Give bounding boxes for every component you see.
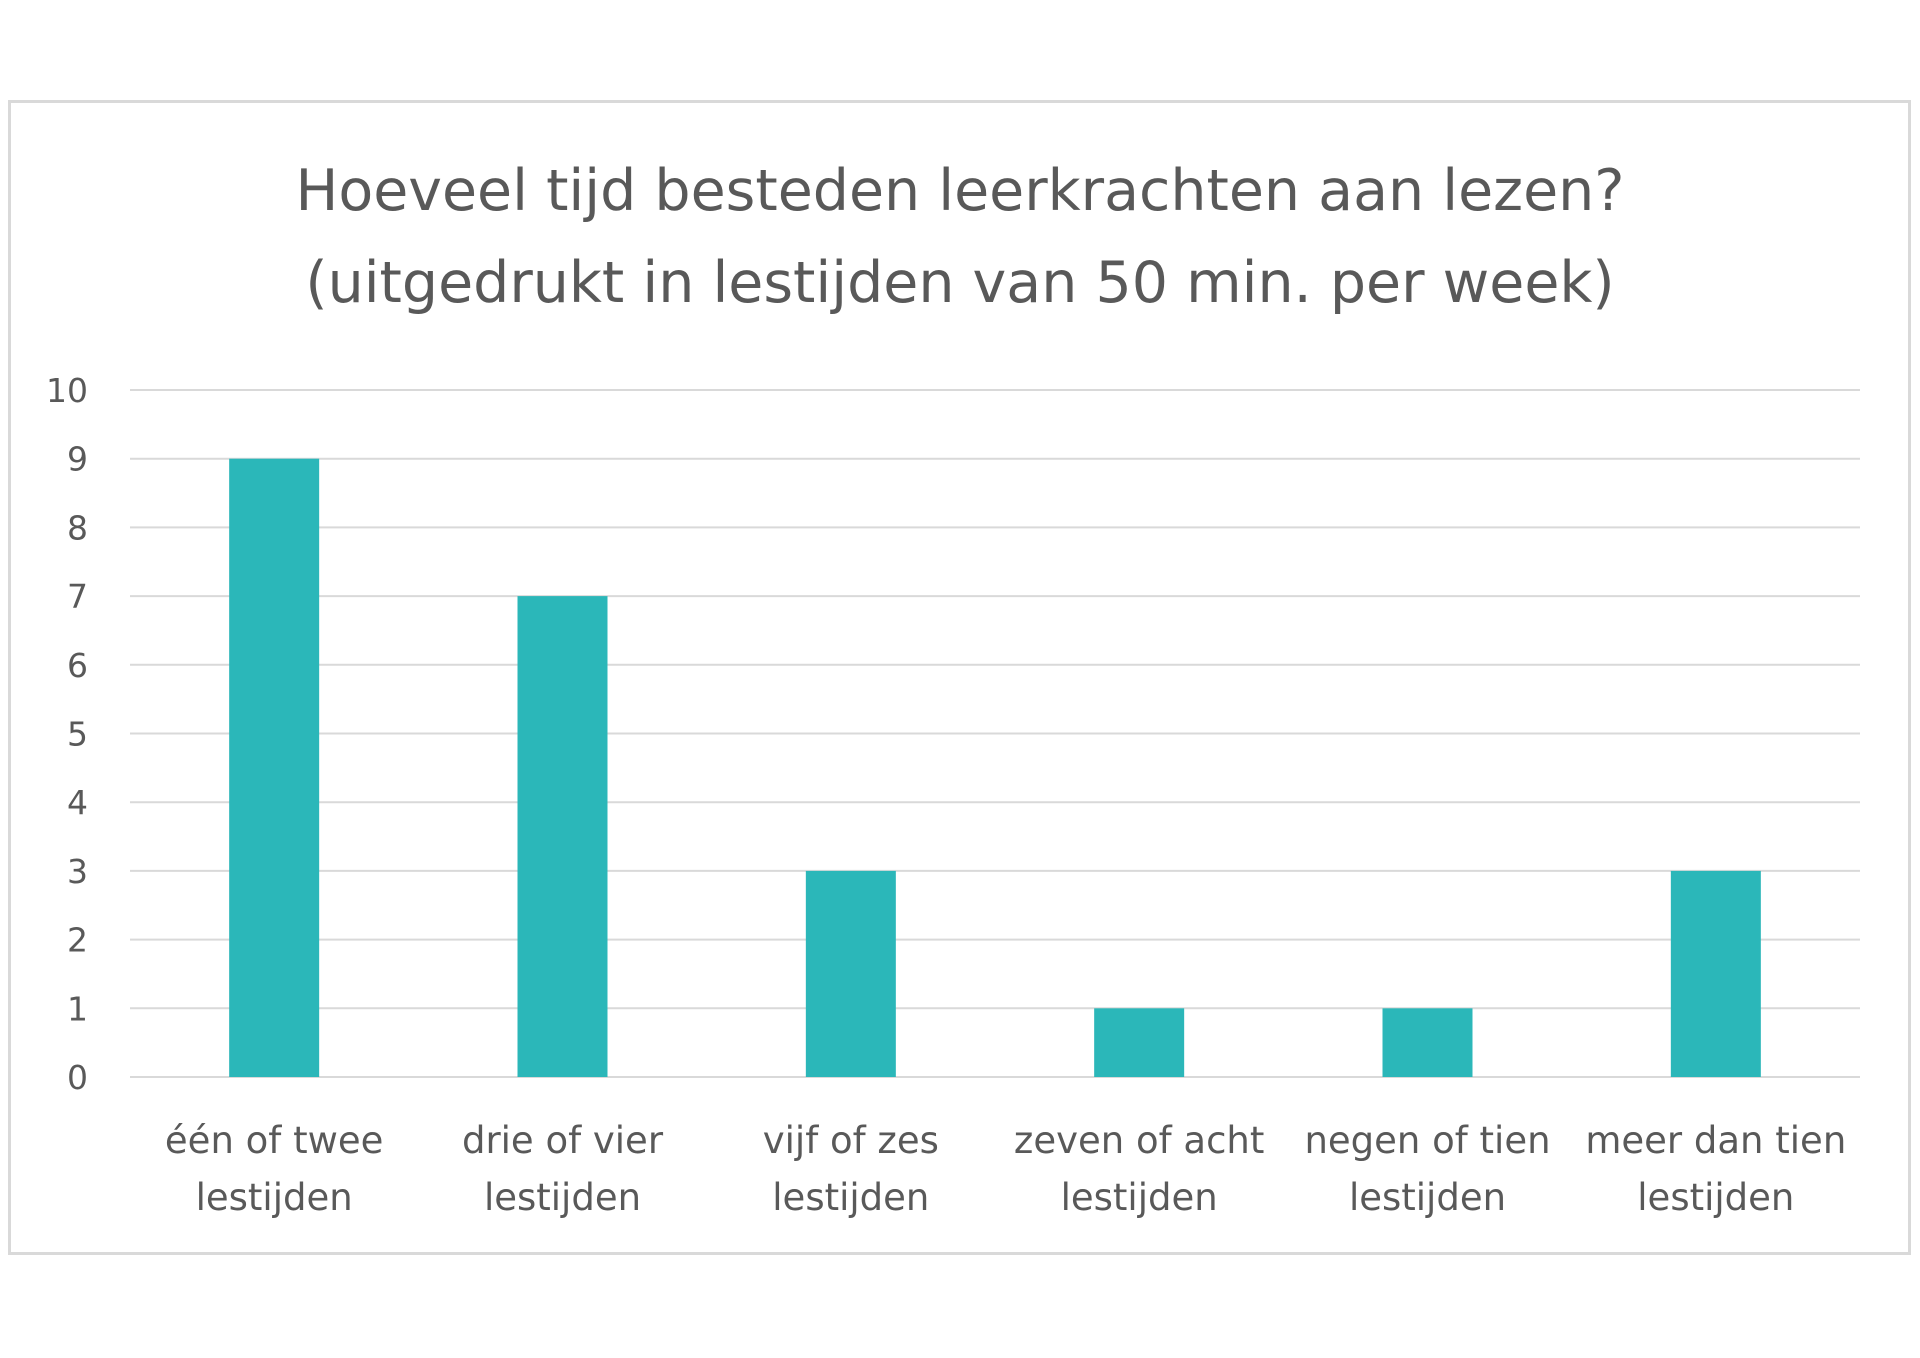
y-tick-label: 3 bbox=[67, 852, 88, 891]
bar bbox=[1382, 1008, 1473, 1077]
bars bbox=[229, 458, 1761, 1077]
y-tick-label: 0 bbox=[67, 1058, 88, 1097]
y-tick-label: 4 bbox=[67, 783, 88, 822]
y-tick-label: 7 bbox=[67, 577, 88, 616]
bar bbox=[229, 458, 320, 1077]
bar bbox=[1670, 870, 1761, 1077]
bar bbox=[805, 870, 896, 1077]
x-category-label: lestijden bbox=[1349, 1176, 1506, 1219]
x-category-label: één of twee bbox=[165, 1119, 383, 1162]
x-axis-categories: één of twee lestijden drie of vier lestijde… bbox=[165, 1119, 1846, 1219]
bar bbox=[1094, 1008, 1185, 1077]
x-category-label: lestijden bbox=[484, 1176, 641, 1219]
y-tick-label: 6 bbox=[67, 646, 88, 685]
x-category-label: zeven of acht bbox=[1014, 1119, 1264, 1162]
x-category-label: lestijden bbox=[1637, 1176, 1794, 1219]
x-category-label: lestijden bbox=[772, 1176, 929, 1219]
x-category-label: negen of tien bbox=[1304, 1119, 1550, 1162]
y-tick-label: 1 bbox=[67, 989, 88, 1028]
x-category-label: lestijden bbox=[196, 1176, 353, 1219]
y-tick-label: 2 bbox=[67, 921, 88, 960]
gridlines bbox=[130, 389, 1860, 1078]
x-category-label: vijf of zes bbox=[763, 1119, 939, 1162]
y-tick-label: 9 bbox=[67, 440, 88, 479]
y-tick-label: 8 bbox=[67, 508, 88, 547]
y-tick-label: 10 bbox=[46, 371, 88, 410]
chart-subtitle: (uitgedrukt in lestijden van 50 min. per… bbox=[305, 250, 1614, 316]
chart-title: Hoeveel tijd besteden leerkrachten aan l… bbox=[295, 158, 1624, 224]
chart-frame bbox=[8, 100, 1911, 1255]
x-category-label: drie of vier bbox=[462, 1119, 664, 1162]
y-axis-ticks: 0 1 2 3 4 5 6 7 8 9 10 bbox=[46, 371, 88, 1097]
y-tick-label: 5 bbox=[67, 715, 88, 754]
x-category-label: lestijden bbox=[1061, 1176, 1218, 1219]
x-category-label: meer dan tien bbox=[1585, 1119, 1846, 1162]
bar bbox=[517, 596, 608, 1077]
